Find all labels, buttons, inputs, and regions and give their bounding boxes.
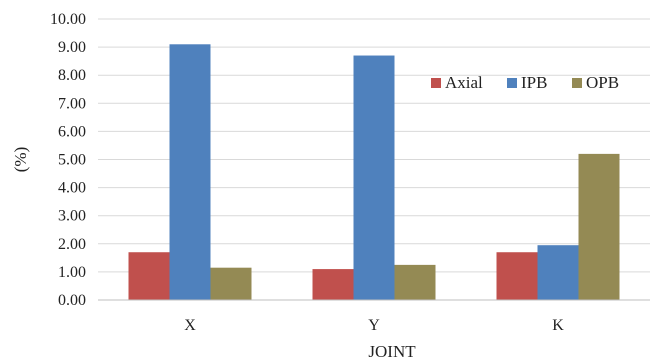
bar-ipb-y [353,55,395,300]
y-tick-label: 4.00 [58,180,86,197]
legend: Axial IPB OPB [431,73,619,92]
bar-opb-y [394,264,436,300]
y-tick-label: 1.00 [58,264,86,281]
y-tick-label: 8.00 [58,67,86,84]
y-tick-label: 9.00 [58,39,86,56]
bar-ipb-k [537,245,579,300]
bar-axial-x [128,252,170,300]
y-tick-label: 6.00 [58,123,86,140]
y-tick-label: 10.00 [50,11,86,28]
y-tick-label: 2.00 [58,236,86,253]
bar-ipb-x [169,44,211,300]
bar-axial-k [496,252,538,300]
x-axis-title: JOINT [368,342,416,361]
bar-opb-k [578,153,620,300]
x-tick-label: K [552,317,564,334]
y-tick-labels: 0.00 1.00 2.00 3.00 4.00 5.00 6.00 7.00 8.00 9.00… [50,11,86,309]
x-tick-label: X [184,317,196,334]
legend-label-ipb: IPB [521,73,547,92]
y-tick-label: 5.00 [58,152,86,169]
legend-swatch-ipb [507,78,517,88]
bars [128,44,620,300]
x-tick-label: Y [368,317,380,334]
legend-swatch-opb [572,78,582,88]
y-tick-label: 0.00 [58,292,86,309]
bar-axial-y [312,269,354,300]
y-tick-label: 7.00 [58,95,86,112]
y-axis-title: (%) [11,147,30,172]
legend-swatch-axial [431,78,441,88]
legend-label-opb: OPB [586,73,619,92]
y-tick-label: 3.00 [58,208,86,225]
legend-label-axial: Axial [445,73,483,92]
bar-opb-x [210,267,252,300]
